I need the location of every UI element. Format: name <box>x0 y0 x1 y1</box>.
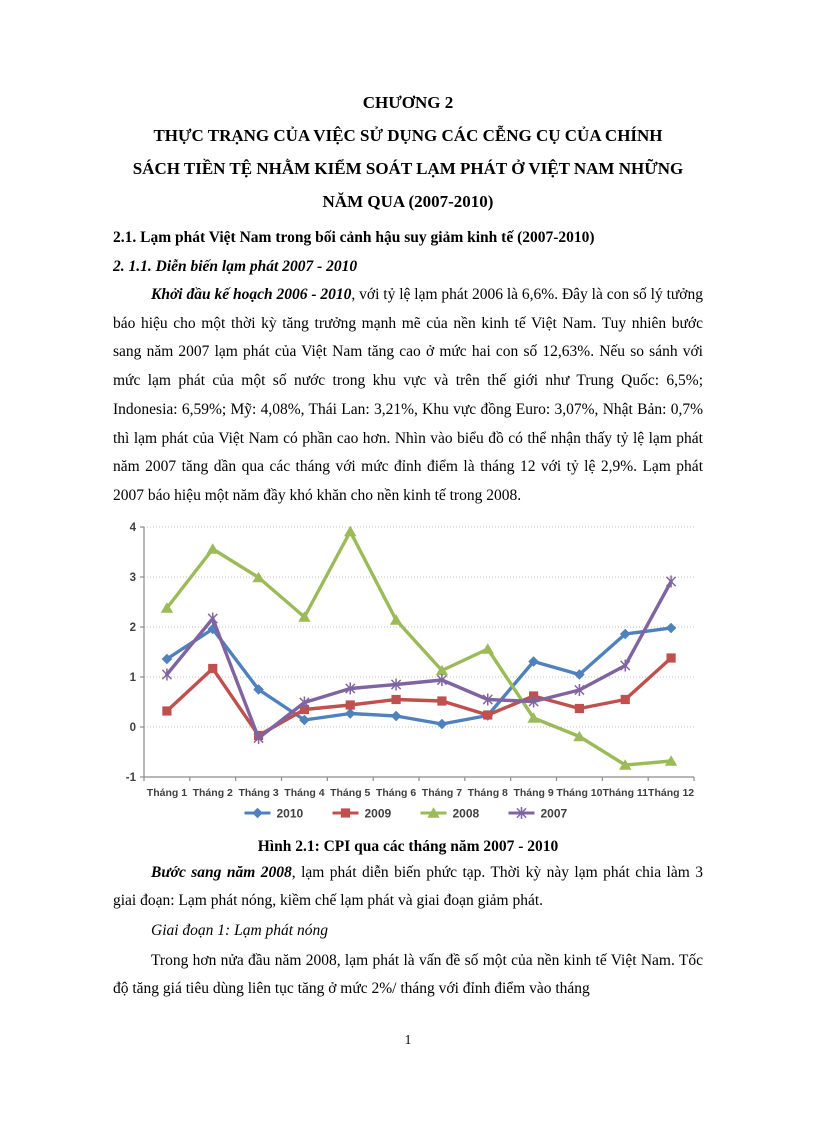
svg-text:Tháng 7: Tháng 7 <box>421 787 461 799</box>
svg-text:2010: 2010 <box>276 806 303 820</box>
page-number: 1 <box>404 1032 412 1047</box>
paragraph-1-text: , với tỷ lệ lạm phát 2006 là 6,6%. Đây l… <box>113 286 703 504</box>
svg-text:Tháng 11: Tháng 11 <box>602 787 648 799</box>
cpi-line-chart: 4 3 2 1 0 -1 Tháng 1 Tháng 2 Tháng 3 Tháng 4 Tháng… <box>116 515 701 833</box>
svg-text:Tháng 5: Tháng 5 <box>330 787 370 799</box>
paragraph-1: Khởi đầu kế hoạch 2006 - 2010, với tỷ lệ… <box>113 281 703 511</box>
figure-caption: Hình 2.1: CPI qua các tháng năm 2007 - 2… <box>257 837 559 855</box>
subsection-heading: 2. 1.1. Diễn biến lạm phát 2007 - 2010 <box>113 258 358 275</box>
paragraph-2-text: , lạm phát diễn biến phức tạp. Thời kỳ n… <box>113 863 704 910</box>
svg-text:Tháng 2: Tháng 2 <box>192 787 232 799</box>
svg-text:2008: 2008 <box>452 806 479 820</box>
svg-text:4: 4 <box>129 522 136 534</box>
paragraph-3: Trong hơn nửa đầu năm 2008, lạm phát là … <box>113 951 703 998</box>
svg-text:-1: -1 <box>125 772 136 784</box>
paragraph-1-lead: Khởi đầu kế hoạch 2006 - 2010 <box>151 286 352 303</box>
svg-text:0: 0 <box>129 722 135 734</box>
svg-text:3: 3 <box>129 572 135 584</box>
svg-text:Tháng 10: Tháng 10 <box>556 787 602 799</box>
svg-text:1: 1 <box>129 672 136 684</box>
main-title-line-3: NĂM QUA (2007-2010) <box>322 192 494 211</box>
stage-1-heading: Giai đoạn 1: Lạm phát nóng <box>151 922 328 940</box>
svg-text:2009: 2009 <box>364 806 391 820</box>
svg-text:2007: 2007 <box>540 806 567 820</box>
page-content: CHƯƠNG 2 THỰC TRẠNG CỦA VIỆC SỬ DỤNG CÁC… <box>113 86 703 1004</box>
main-title-line-1: THỰC TRẠNG CỦA VIỆC SỬ DỤNG CÁC CỄNG CỤ … <box>153 126 663 145</box>
chapter-title: CHƯƠNG 2 <box>362 93 454 112</box>
main-title-line-2: SÁCH TIỀN TỆ NHẰM KIỂM SOÁT LẠM PHÁT Ở V… <box>132 159 684 178</box>
svg-text:Tháng 12: Tháng 12 <box>648 787 694 799</box>
svg-text:Tháng 8: Tháng 8 <box>467 787 507 799</box>
paragraph-2-lead: Bước sang năm 2008 <box>151 863 292 881</box>
svg-text:Tháng 6: Tháng 6 <box>375 787 415 799</box>
svg-text:Tháng 1: Tháng 1 <box>146 787 186 799</box>
section-heading: 2.1. Lạm phát Việt Nam trong bối cảnh hậ… <box>113 229 595 246</box>
svg-text:Tháng 4: Tháng 4 <box>284 787 324 799</box>
cpi-chart-svg: 4 3 2 1 0 -1 Tháng 1 Tháng 2 Tháng 3 Tháng 4 Tháng… <box>125 522 695 820</box>
svg-text:Tháng 3: Tháng 3 <box>238 787 278 799</box>
svg-text:Tháng 9: Tháng 9 <box>513 787 553 799</box>
svg-text:2: 2 <box>129 622 135 634</box>
paragraph-2: Bước sang năm 2008, lạm phát diễn biến p… <box>113 859 703 916</box>
